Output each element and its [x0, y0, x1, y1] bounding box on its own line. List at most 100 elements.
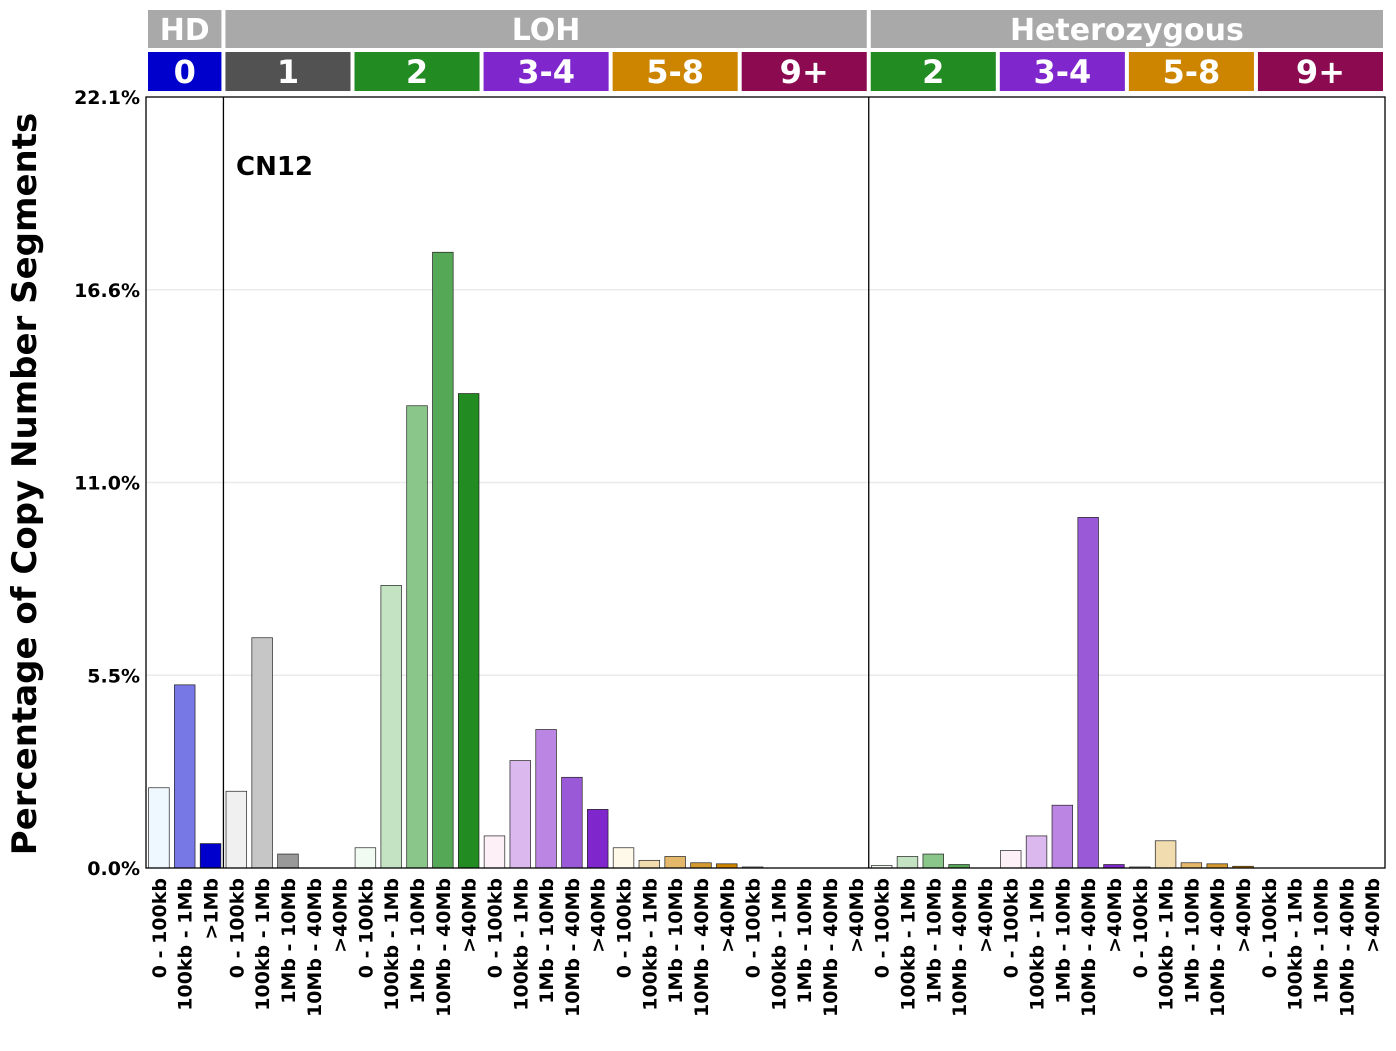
bar [432, 251, 454, 869]
x-tick-label: 0 - 100kb [872, 878, 894, 978]
x-tick-label: 10Mb - 40Mb [820, 878, 842, 1017]
x-tick-label: 100kb - 1Mb [175, 878, 197, 1011]
bar [509, 760, 531, 869]
x-tick-label: 10Mb - 40Mb [433, 878, 455, 1017]
bars [148, 251, 1254, 869]
y-tick-label: 5.5% [87, 665, 140, 687]
bar [587, 809, 609, 869]
x-tick-label: 10Mb - 40Mb [1207, 878, 1229, 1017]
bar [406, 405, 428, 869]
x-tick-label: >40Mb [1233, 878, 1255, 953]
x-tick-label: 100kb - 1Mb [381, 878, 403, 1011]
bar [1025, 835, 1048, 869]
bar [922, 853, 944, 869]
chart-annotation: CN12 [236, 152, 313, 182]
bar [612, 847, 635, 869]
bar [561, 776, 583, 869]
group-strip-label: Heterozygous [1010, 13, 1244, 48]
bar [199, 843, 222, 869]
x-tick-label: 0 - 100kb [743, 878, 765, 978]
y-axis-title: Percentage of Copy Number Segments [5, 113, 45, 855]
copy-number-strip-label: 3-4 [517, 53, 575, 91]
x-tick-label: 10Mb - 40Mb [1078, 878, 1100, 1017]
x-tick-label: 10Mb - 40Mb [691, 878, 713, 1017]
x-tick-label: 100kb - 1Mb [1156, 878, 1178, 1011]
x-tick-label: 100kb - 1Mb [252, 878, 274, 1011]
group-strip [225, 10, 867, 48]
panel-dividers [222, 97, 870, 868]
bar [638, 859, 661, 869]
copy-number-strip-label: 5-8 [646, 53, 704, 91]
x-tick-label: 0 - 100kb [484, 878, 506, 978]
x-tick-label: >40Mb [1104, 878, 1126, 953]
x-tick-label: 1Mb - 10Mb [1310, 878, 1332, 1004]
copy-number-strip-label: 3-4 [1033, 53, 1091, 91]
bar [251, 637, 273, 869]
bar [1051, 804, 1074, 869]
x-tick-label: 100kb - 1Mb [639, 878, 661, 1011]
x-tick-label: 1Mb - 10Mb [923, 878, 945, 1004]
gridlines [146, 289, 1385, 676]
copy-number-strip-label: 5-8 [1163, 53, 1221, 91]
bar [148, 787, 170, 869]
copy-number-strip-label: 9+ [780, 53, 829, 91]
x-tick-label: 10Mb - 40Mb [949, 878, 971, 1017]
x-tick-label: 1Mb - 10Mb [665, 878, 687, 1004]
bar [277, 853, 299, 869]
bar [354, 847, 377, 869]
copy-number-strip [1257, 52, 1383, 91]
bar [457, 393, 480, 869]
copy-number-strip [999, 52, 1125, 91]
plot-frame [145, 96, 1386, 869]
group-strip-label: LOH [512, 13, 581, 48]
bar [483, 835, 506, 869]
x-tick-label: >40Mb [846, 878, 868, 953]
x-tick-label: 100kb - 1Mb [510, 878, 532, 1011]
bar [664, 856, 686, 869]
x-tick-label: 0 - 100kb [1001, 878, 1023, 978]
x-tick-label: 1Mb - 10Mb [407, 878, 429, 1004]
x-tick-label: 10Mb - 40Mb [562, 878, 584, 1017]
y-tick-label: 0.0% [87, 858, 140, 880]
x-tick-label: 0 - 100kb [355, 878, 377, 978]
x-tick-label: 1Mb - 10Mb [794, 878, 816, 1004]
x-tick-label: 0 - 100kb [149, 878, 171, 978]
x-tick-label: 100kb - 1Mb [1285, 878, 1307, 1011]
x-tick-label: 1Mb - 10Mb [1181, 878, 1203, 1004]
copy-number-strip [354, 52, 480, 91]
copy-number-strip [148, 52, 222, 91]
x-tick-label: >40Mb [459, 878, 481, 953]
x-tick-label: >40Mb [717, 878, 739, 953]
bar [174, 684, 196, 869]
x-tick-label: >40Mb [975, 878, 997, 953]
group-strip [148, 10, 222, 48]
copy-number-strip [483, 52, 609, 91]
bar [690, 862, 712, 869]
copy-number-strip [741, 52, 867, 91]
copy-number-strip [1128, 52, 1254, 91]
x-tick-label: 1Mb - 10Mb [278, 878, 300, 1004]
x-tick-label: 100kb - 1Mb [1027, 878, 1049, 1011]
y-tick-label: 22.1% [74, 87, 140, 109]
x-tick-label: >40Mb [588, 878, 610, 953]
y-tick-label: 16.6% [74, 280, 140, 302]
group-strip-label: HD [160, 13, 210, 48]
x-tick-label: 0 - 100kb [614, 878, 636, 978]
x-tick-label: 10Mb - 40Mb [304, 878, 326, 1017]
bar [380, 585, 402, 869]
y-tick-label: 11.0% [74, 473, 140, 495]
x-tick-label: >40Mb [1362, 878, 1384, 953]
x-tick-label: 0 - 100kb [226, 878, 248, 978]
x-tick-label: 0 - 100kb [1259, 878, 1281, 978]
copy-number-strip [870, 52, 996, 91]
bar [1077, 517, 1099, 869]
y-axis-ticks: 0.0% 5.5% 11.0% 16.6% 22.1% [74, 87, 140, 880]
x-tick-label: 1Mb - 10Mb [536, 878, 558, 1004]
group-strip [870, 10, 1383, 48]
x-tick-label: >40Mb [330, 878, 352, 953]
bar [1154, 840, 1177, 869]
copy-number-strip [225, 52, 351, 91]
copy-number-strip-label: 9+ [1296, 53, 1345, 91]
copy-number-strip-label: 2 [922, 53, 944, 91]
